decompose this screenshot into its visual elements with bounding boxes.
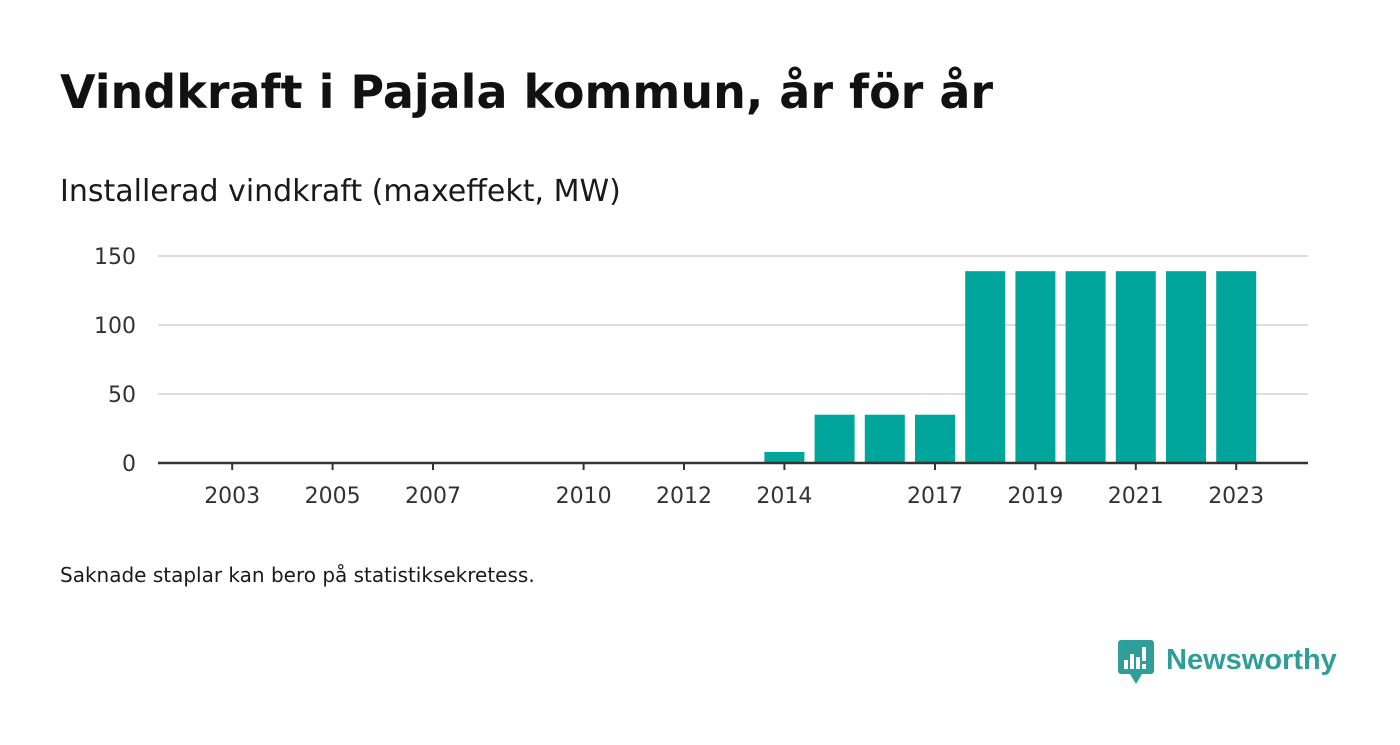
bar-2016 [864, 414, 905, 463]
bar-2022 [1166, 271, 1206, 463]
x-tick-label: 2017 [907, 484, 963, 509]
axes: 0 50 100 150 2003 2005 2007 2010 2012 2014 2017 201… [94, 245, 1308, 509]
x-tick-label: 2023 [1208, 484, 1264, 509]
chart-subtitle: Installerad vindkraft (maxeffekt, MW) [60, 174, 621, 209]
bar-2018 [965, 271, 1006, 463]
x-tick-label: 2007 [405, 484, 461, 509]
brand-logo: Newsworthy [1118, 640, 1337, 686]
bar-2017 [915, 414, 955, 463]
bar-2014 [764, 451, 805, 463]
y-tick-label: 0 [122, 452, 136, 477]
x-tick-label: 2005 [305, 484, 361, 509]
bar-2021 [1115, 271, 1156, 463]
chart-title: Vindkraft i Pajala kommun, år för år [60, 65, 994, 119]
x-tick-label: 2014 [756, 484, 812, 509]
x-tick-label: 2010 [556, 484, 612, 509]
bar-2019 [1015, 271, 1056, 463]
x-tick-label: 2021 [1108, 484, 1164, 509]
newsworthy-logo-icon [1118, 640, 1154, 684]
x-tick-label: 2012 [656, 484, 712, 509]
x-tick-label: 2003 [204, 484, 260, 509]
bar-2020 [1065, 271, 1106, 463]
bar-2015 [814, 414, 855, 463]
footnote: Saknade staplar kan bero på statistiksek… [60, 563, 535, 587]
bar-chart: 0 50 100 150 2003 2005 2007 2010 2012 2014 2017 201… [94, 245, 1308, 509]
y-tick-label: 100 [94, 314, 136, 339]
bar-2023 [1216, 271, 1257, 463]
brand-name: Newsworthy [1166, 644, 1337, 676]
y-tick-label: 150 [94, 245, 136, 270]
y-tick-label: 50 [108, 383, 136, 408]
bars [764, 271, 1257, 463]
x-tick-label: 2019 [1007, 484, 1063, 509]
